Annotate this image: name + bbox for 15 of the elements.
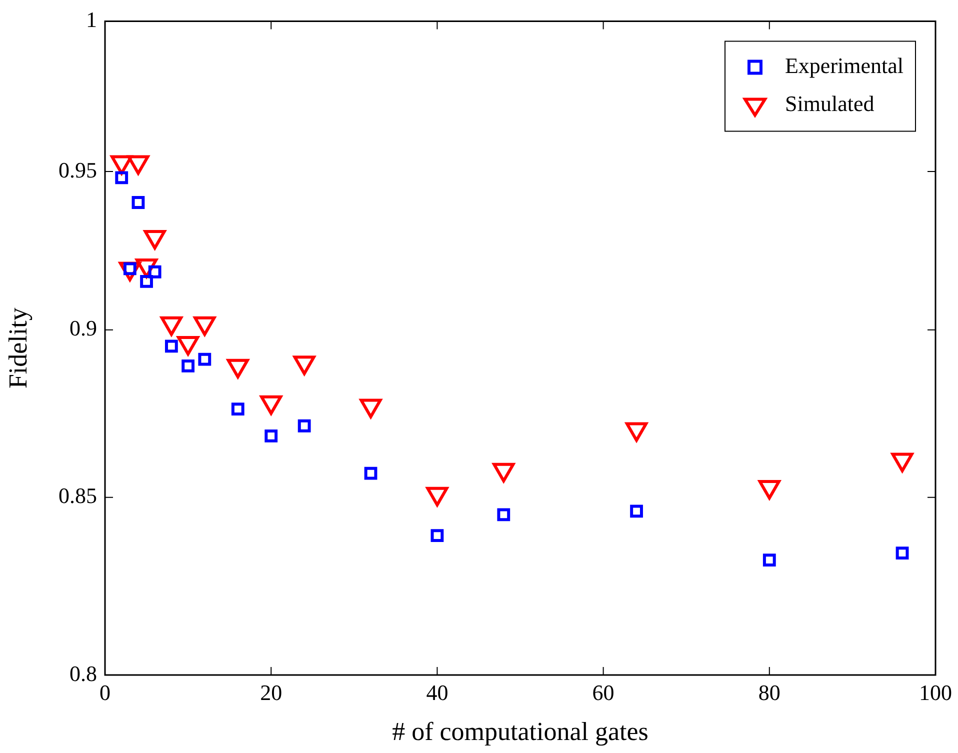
x-tick-label: 100 <box>919 680 952 705</box>
x-tick-label: 40 <box>426 680 448 705</box>
y-tick-label: 0.9 <box>70 316 97 341</box>
x-tick-label: 20 <box>260 680 282 705</box>
y-axis-title: Fidelity <box>3 308 32 389</box>
x-tick-label: 60 <box>592 680 614 705</box>
x-tick-label: 0 <box>100 680 110 705</box>
y-tick-label: 0.95 <box>58 157 97 182</box>
y-tick-label: 1 <box>86 6 97 32</box>
x-tick-label: 80 <box>758 680 780 705</box>
legend-label: Experimental <box>784 52 904 78</box>
y-tick-label: 0.85 <box>58 483 97 508</box>
y-tick-label: 0.8 <box>70 660 97 686</box>
legend-label: Simulated <box>784 90 874 116</box>
x-axis-title: # of computational gates <box>392 717 648 746</box>
